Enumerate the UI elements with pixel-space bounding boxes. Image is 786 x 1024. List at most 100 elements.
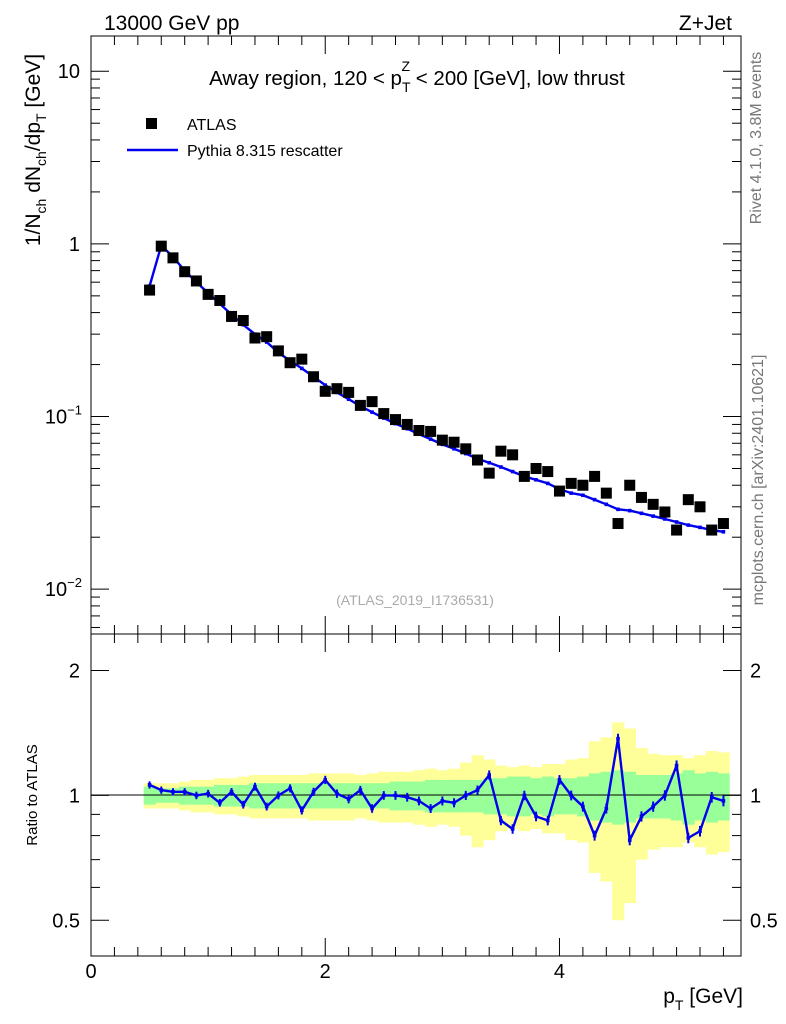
ratio-point — [698, 829, 702, 833]
legend-mc-label: Pythia 8.315 rescatter — [187, 143, 343, 160]
ratio-point — [487, 773, 491, 777]
data-point — [589, 470, 601, 482]
mc-point — [604, 502, 609, 507]
data-point — [565, 477, 577, 489]
ratio-point — [381, 793, 386, 798]
x-tick-label: 2 — [320, 961, 331, 983]
data-point — [600, 487, 612, 499]
data-point — [155, 240, 167, 252]
data-point — [296, 353, 308, 365]
stat-uncertainty-band — [647, 774, 660, 819]
stat-uncertainty-band — [448, 779, 461, 813]
ratio-point — [300, 808, 304, 813]
x-axis-label-unit: [GeV] — [683, 985, 743, 1008]
stat-uncertainty-band — [436, 779, 449, 813]
data-point — [624, 479, 636, 491]
analysis-watermark: (ATLAS_2019_I1736531) — [336, 592, 494, 608]
ratio-point — [569, 793, 573, 798]
stat-uncertainty-band — [413, 781, 426, 811]
data-point — [448, 436, 460, 448]
ratio-point — [463, 793, 468, 798]
data-point — [226, 310, 238, 322]
stat-uncertainty-band — [506, 776, 519, 817]
stat-uncertainty-band — [541, 776, 555, 817]
ratio-point — [651, 804, 655, 809]
data-point — [190, 275, 202, 287]
stat-uncertainty-band — [588, 773, 601, 821]
mc-point — [452, 447, 456, 451]
data-point — [647, 498, 659, 510]
ratio-point — [709, 795, 714, 800]
mc-point — [698, 525, 702, 530]
main-panel: 10 1 10−1 10−2 Away region, 120 < pTZ < 200… — [22, 35, 742, 635]
ratio-y-tick-label-left: 2 — [69, 661, 80, 683]
data-point — [390, 414, 402, 426]
data-point — [553, 485, 565, 497]
data-point — [237, 314, 249, 326]
ratio-point — [510, 827, 515, 831]
y-tick-label: 10−2 — [45, 575, 82, 601]
mc-point — [686, 523, 691, 527]
ratio-point — [616, 736, 620, 741]
ratio-point — [335, 791, 339, 796]
data-point — [542, 466, 554, 478]
ratio-point — [405, 795, 410, 800]
data-point — [694, 501, 706, 513]
ratio-point — [241, 802, 246, 807]
main-y-axis-label: 1/Nch dNch/dpT [GeV] — [22, 54, 49, 246]
data-point — [284, 357, 296, 369]
y-tick-label: 10−1 — [45, 403, 82, 429]
ratio-point — [475, 788, 480, 792]
ratio-point — [159, 788, 164, 792]
rivet-version-label: Rivet 4.1.0, 3.8M events — [748, 52, 765, 225]
y-tick-label: 10 — [58, 61, 80, 83]
stat-uncertainty-band — [295, 783, 309, 809]
stat-uncertainty-band — [319, 783, 332, 809]
ratio-point — [218, 800, 222, 805]
stat-uncertainty-band — [577, 776, 590, 817]
data-point — [331, 383, 343, 395]
ratio-point — [581, 804, 585, 809]
ratio-point — [358, 788, 363, 792]
mc-point — [651, 514, 655, 518]
ratio-point — [393, 793, 398, 798]
mc-point — [300, 366, 304, 371]
title-sup: Z — [402, 58, 411, 74]
stat-uncertainty-band — [612, 770, 625, 825]
ratio-y-tick-label-left: 1 — [69, 785, 80, 807]
ratio-point — [534, 814, 538, 819]
ratio-point — [276, 793, 281, 798]
stat-uncertainty-band — [155, 788, 168, 803]
data-point — [471, 454, 483, 466]
ratio-point — [686, 836, 691, 840]
data-point — [495, 445, 507, 457]
x-axis-label-sub: T — [675, 997, 684, 1013]
data-point — [261, 331, 273, 343]
process-label: Z+Jet — [679, 12, 732, 35]
ratio-point — [592, 833, 597, 838]
stat-uncertainty-band — [635, 774, 648, 819]
mc-point — [616, 507, 620, 512]
mc-point — [428, 437, 433, 441]
ratio-point — [253, 784, 257, 789]
ratio-point — [311, 790, 316, 794]
x-tick-label: 4 — [554, 961, 565, 983]
data-point — [659, 506, 671, 518]
data-point — [167, 252, 179, 264]
mc-point — [510, 469, 515, 474]
stat-uncertainty-band — [530, 778, 543, 815]
ratio-point — [323, 778, 328, 782]
data-point — [413, 425, 425, 437]
ratio-point — [147, 783, 152, 787]
ratio-point — [229, 790, 234, 794]
data-point — [518, 470, 530, 482]
data-point — [717, 518, 729, 530]
ratio-point — [663, 793, 667, 798]
legend-data-label: ATLAS — [187, 117, 237, 134]
data-point — [507, 449, 519, 461]
data-point — [179, 266, 191, 278]
ratio-point — [417, 799, 421, 803]
mc-line — [148, 243, 724, 533]
stat-uncertainty-band — [143, 786, 156, 805]
ratio-point — [206, 791, 210, 796]
